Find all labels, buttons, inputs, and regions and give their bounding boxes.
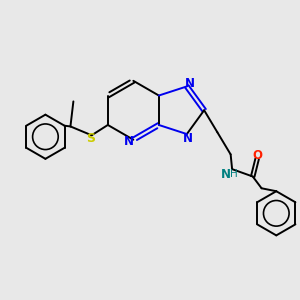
Text: O: O [252, 149, 262, 162]
Text: N: N [182, 132, 192, 145]
Text: H: H [230, 169, 238, 179]
Text: N: N [185, 77, 195, 90]
Text: S: S [86, 132, 95, 145]
Text: N: N [124, 135, 134, 148]
Text: N: N [220, 168, 231, 181]
